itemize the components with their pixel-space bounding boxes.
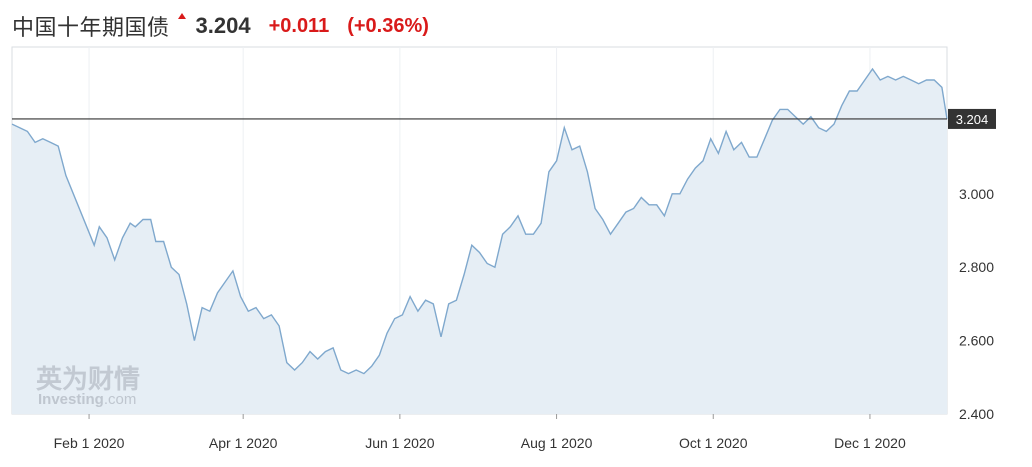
y-tick-label: 2.800: [959, 259, 994, 275]
price-change: +0.011: [268, 14, 330, 37]
watermark-en: Investing.com: [38, 391, 136, 408]
series-area: [12, 69, 947, 414]
x-tick-label: Aug 1 2020: [521, 435, 593, 451]
x-tick-label: Oct 1 2020: [679, 435, 748, 451]
current-value-tag: 3.204: [948, 108, 996, 129]
watermark-en-suffix: .com: [104, 391, 137, 408]
watermark-en-bold: Investing: [38, 391, 104, 408]
price-change-percent: (+0.36%): [347, 14, 429, 37]
x-tick-label: Jun 1 2020: [365, 435, 434, 451]
series-line: [11, 67, 948, 375]
x-tick-label: Apr 1 2020: [209, 435, 278, 451]
current-value-tag-bg: [948, 108, 996, 129]
x-tick-label: Feb 1 2020: [54, 435, 125, 451]
y-axis-ticks: 2.400 2.600 2.800 3.000: [959, 186, 994, 422]
y-tick-label: 3.000: [959, 186, 994, 202]
instrument-title: 中国十年期国债: [12, 15, 170, 40]
quote-header: 中国十年期国债 3.204 +0.011 (+0.36%): [12, 10, 429, 42]
watermark-cn: 英为财情: [36, 365, 140, 395]
x-axis-ticks: Feb 1 2020 Apr 1 2020 Jun 1 2020 Aug 1 2020…: [54, 414, 906, 451]
y-tick-label: 2.600: [959, 333, 994, 349]
watermark: 英为财情 Investing.com: [36, 365, 140, 408]
up-arrow-icon: [177, 13, 186, 19]
x-tick-label: Dec 1 2020: [834, 435, 906, 451]
y-tick-label: 2.400: [959, 406, 994, 422]
last-price: 3.204: [195, 13, 251, 38]
current-value-tag-label: 3.204: [956, 112, 989, 127]
